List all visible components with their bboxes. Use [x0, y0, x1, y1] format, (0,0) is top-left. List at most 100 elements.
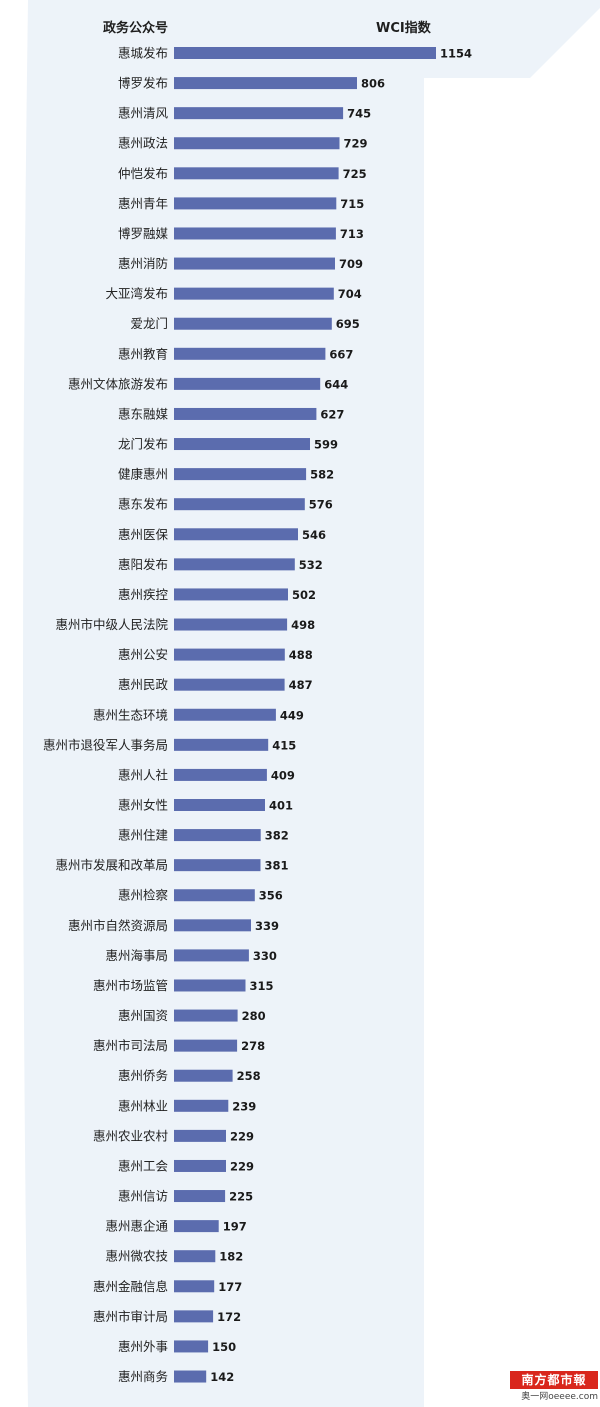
category-label: 惠州林业 [118, 1098, 168, 1113]
bar [174, 1129, 226, 1142]
bar [174, 1370, 207, 1383]
value-label: 409 [271, 768, 295, 782]
value-label: 225 [229, 1190, 253, 1204]
value-label: 258 [237, 1069, 261, 1083]
bar [174, 678, 285, 691]
value-label: 487 [289, 678, 313, 692]
bar [174, 1009, 238, 1022]
logo-website: 奥一网oeeee.com [521, 1392, 598, 1402]
category-label: 惠城发布 [118, 46, 168, 61]
category-label: 惠州清风 [118, 106, 169, 121]
column-header-value: WCI指数 [376, 21, 431, 36]
value-label: 415 [272, 738, 296, 752]
category-label: 惠州教育 [118, 346, 168, 361]
column-header-name: 政务公众号 [102, 21, 168, 36]
bar [174, 648, 285, 661]
category-label: 博罗融媒 [118, 226, 169, 241]
category-label: 惠东融媒 [118, 406, 169, 421]
bar [174, 498, 305, 511]
bar [174, 588, 288, 601]
category-label: 惠州检察 [118, 888, 169, 903]
category-label: 惠州海事局 [105, 948, 168, 963]
value-label: 315 [250, 979, 274, 993]
bar [174, 618, 288, 631]
bar [174, 889, 255, 902]
bar [174, 347, 326, 360]
category-label: 惠州市自然资源局 [68, 918, 168, 933]
category-label: 惠州公安 [118, 647, 168, 662]
bar [174, 167, 339, 180]
category-label: 惠州工会 [118, 1158, 169, 1173]
value-label: 197 [223, 1220, 247, 1234]
newspaper-logo: 南方都市報 奥一网oeeee.com [510, 1371, 598, 1405]
bar [174, 919, 251, 932]
category-label: 惠州疾控 [118, 587, 169, 602]
value-label: 239 [232, 1099, 256, 1113]
category-label: 惠州女性 [118, 798, 168, 813]
category-label: 博罗发布 [118, 76, 168, 91]
bar [174, 468, 307, 481]
value-label: 142 [210, 1370, 234, 1384]
value-label: 150 [212, 1340, 236, 1354]
bar [174, 768, 267, 781]
bar [174, 197, 337, 210]
category-label: 惠州农业农村 [93, 1128, 169, 1143]
category-label: 惠州医保 [118, 527, 169, 542]
value-label: 667 [329, 347, 353, 361]
category-label: 龙门发布 [118, 437, 168, 452]
bar [174, 859, 261, 872]
value-label: 599 [314, 438, 338, 452]
value-label: 644 [324, 377, 348, 391]
category-label: 惠州市司法局 [93, 1038, 168, 1053]
bar [174, 1039, 238, 1052]
value-label: 381 [265, 859, 289, 873]
value-label: 627 [320, 407, 344, 421]
value-label: 729 [344, 137, 368, 151]
value-label: 704 [338, 287, 362, 301]
category-label: 惠州惠企通 [105, 1219, 168, 1234]
bar [174, 1069, 233, 1082]
category-label: 惠阳发布 [118, 557, 168, 572]
bar [174, 528, 298, 541]
bar [174, 227, 336, 240]
bar [174, 77, 357, 90]
value-label: 806 [361, 77, 385, 91]
bar [174, 1220, 219, 1233]
value-label: 330 [253, 949, 277, 963]
bar [174, 949, 249, 962]
bar [174, 708, 276, 721]
value-label: 532 [299, 558, 323, 572]
category-label: 惠州市发展和改革局 [55, 858, 168, 873]
value-label: 745 [347, 107, 371, 121]
bar [174, 799, 265, 811]
category-label: 惠东发布 [118, 497, 168, 512]
value-label: 382 [265, 829, 289, 843]
category-label: 惠州人社 [118, 767, 168, 782]
value-label: 229 [230, 1129, 254, 1143]
bar [174, 829, 261, 842]
category-label: 惠州住建 [118, 828, 169, 843]
category-label: 惠州金融信息 [93, 1279, 168, 1294]
value-label: 498 [291, 618, 315, 632]
bar [174, 257, 335, 270]
bar [174, 1280, 215, 1293]
bar [174, 558, 295, 571]
value-label: 356 [259, 889, 283, 903]
value-label: 172 [217, 1310, 241, 1324]
category-label: 惠州微农技 [105, 1249, 168, 1264]
value-label: 449 [280, 708, 304, 722]
value-label: 582 [310, 468, 334, 482]
bar [174, 979, 246, 992]
bar [174, 738, 269, 751]
category-label: 惠州市场监管 [93, 978, 168, 993]
bar [174, 1310, 214, 1323]
category-label: 惠州外事 [118, 1339, 168, 1354]
category-label: 惠州生态环境 [93, 707, 168, 722]
value-label: 182 [219, 1250, 243, 1264]
category-label: 爱龙门 [130, 316, 168, 331]
bar [174, 1250, 216, 1263]
value-label: 339 [255, 919, 279, 933]
bar [174, 1190, 226, 1203]
category-label: 惠州文体旅游发布 [68, 376, 168, 391]
